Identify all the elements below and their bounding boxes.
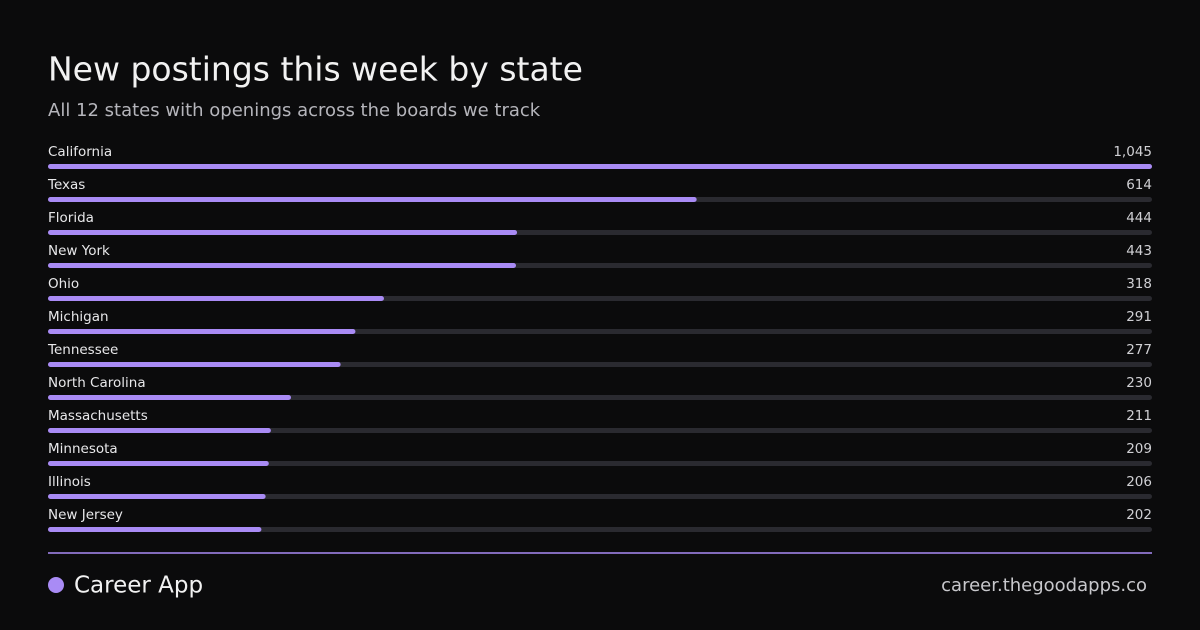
value-label: 277 bbox=[1126, 342, 1152, 358]
bar bbox=[48, 230, 518, 235]
value-label: 443 bbox=[1126, 243, 1152, 259]
bar bbox=[48, 362, 341, 367]
value-label: 291 bbox=[1126, 309, 1152, 325]
brand-dot bbox=[48, 577, 64, 593]
category-label: Michigan bbox=[48, 309, 109, 325]
bar bbox=[48, 197, 697, 202]
bar bbox=[48, 527, 262, 532]
category-label: Massachusetts bbox=[48, 408, 148, 424]
category-label: Illinois bbox=[48, 474, 91, 490]
category-label: Ohio bbox=[48, 276, 79, 292]
bar bbox=[48, 494, 266, 499]
value-label: 206 bbox=[1126, 474, 1152, 490]
chart-title: New postings this week by state bbox=[48, 50, 583, 89]
value-label: 614 bbox=[1126, 177, 1152, 193]
value-label: 202 bbox=[1126, 507, 1152, 523]
category-label: New York bbox=[48, 243, 110, 259]
value-label: 444 bbox=[1126, 210, 1152, 226]
value-label: 318 bbox=[1126, 276, 1152, 292]
category-label: North Carolina bbox=[48, 375, 146, 391]
site-url: career.thegoodapps.co bbox=[941, 575, 1147, 596]
category-label: Texas bbox=[47, 177, 85, 193]
value-label: 1,045 bbox=[1113, 144, 1152, 160]
value-label: 230 bbox=[1126, 375, 1152, 391]
bar-track bbox=[48, 461, 1152, 466]
bar bbox=[48, 428, 271, 433]
value-label: 211 bbox=[1126, 408, 1152, 424]
bar-track bbox=[48, 494, 1152, 499]
bar bbox=[48, 263, 517, 268]
bar bbox=[48, 461, 269, 466]
bar-track bbox=[48, 395, 1152, 400]
bar bbox=[48, 296, 384, 301]
bar bbox=[48, 164, 1152, 169]
bar-track bbox=[48, 527, 1152, 532]
bar bbox=[48, 329, 356, 334]
bar-track bbox=[48, 428, 1152, 433]
bar bbox=[48, 395, 291, 400]
chart-subtitle: All 12 states with openings across the b… bbox=[48, 100, 541, 121]
brand-name: Career App bbox=[74, 573, 203, 599]
category-label: Minnesota bbox=[48, 441, 118, 457]
category-label: New Jersey bbox=[48, 507, 123, 523]
category-label: Florida bbox=[48, 210, 94, 226]
category-label: Tennessee bbox=[47, 342, 118, 358]
value-label: 209 bbox=[1126, 441, 1152, 457]
category-label: California bbox=[48, 144, 112, 160]
